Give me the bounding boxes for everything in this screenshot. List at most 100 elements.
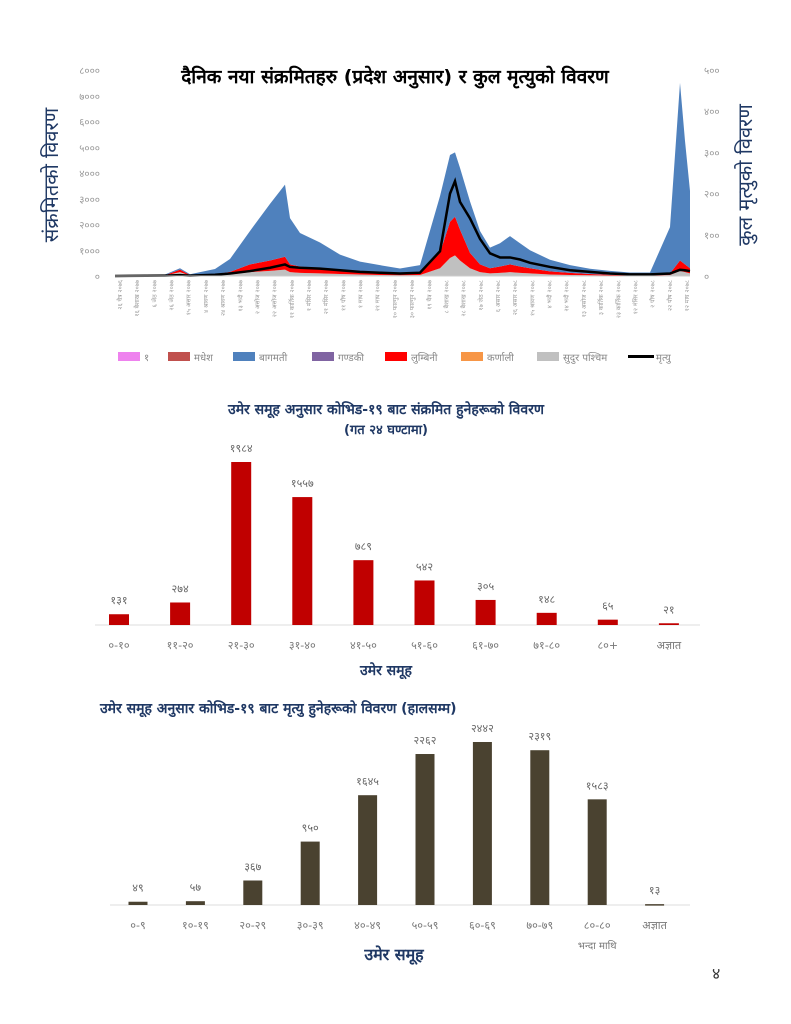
- data-label: २७४: [172, 582, 189, 595]
- area-series-लुम्बिनी: [115, 216, 690, 276]
- daily-cases-chart: दैनिक नया संक्रमितहरु (प्रदेश अनुसार) र …: [39, 65, 758, 364]
- x-tick-label: २१ मंसिर २०७७: [322, 280, 330, 314]
- y-tick-label: ६०००: [79, 118, 100, 129]
- data-label: ४९: [132, 882, 143, 895]
- legend-label: सुदुर पश्चिम: [563, 352, 608, 364]
- x-tick-label: ३ कार्तिक २०७८: [597, 280, 605, 315]
- y2-tick-label: ४००: [704, 107, 720, 118]
- bar-8: [597, 619, 618, 625]
- y-tick-label: ८०००: [79, 66, 100, 77]
- bar-2: [231, 462, 252, 625]
- x-tick-label: १६ बैशाख २०७७: [133, 280, 141, 317]
- x-tick-label: २६ जेठ २०७७: [168, 280, 176, 310]
- x-tick-label: १ माघ २०७७: [358, 280, 365, 308]
- y-tick-label: १०००: [79, 246, 100, 257]
- data-label: १६४५: [356, 775, 379, 788]
- x-tick-label: २ असोज २०७७: [253, 280, 261, 314]
- bar-3: [292, 497, 313, 625]
- y-tick-label: ३०००: [79, 195, 100, 206]
- x-tick-label: ६ जेठ २०७७: [150, 280, 158, 307]
- x-tick-label: ४१-५०: [350, 639, 377, 652]
- x-tick-label: ४ श्रावण २०७७: [203, 280, 210, 313]
- bar-8: [587, 799, 607, 905]
- x-tick-label: १९ चैत्र २०७७: [425, 280, 433, 310]
- x-tick-label: २८ बैशाख २०७८: [460, 280, 468, 317]
- bar-1: [170, 602, 191, 625]
- legend-swatch-icon: [537, 352, 559, 361]
- legend-label: लुम्बिनी: [411, 352, 438, 364]
- data-label: ५७: [190, 881, 202, 894]
- x-tick-label: २ पौष २०७८: [649, 280, 657, 308]
- bar-0: [109, 614, 129, 625]
- data-label: २२६२: [414, 734, 437, 747]
- x-tick-label: ११ पौष २०७७: [339, 280, 347, 311]
- y-tick-label: ७०००: [79, 92, 100, 103]
- bar-4: [353, 560, 374, 625]
- legend-label: १: [144, 353, 149, 364]
- area-series-बागमती: [115, 82, 690, 276]
- x-tick-label: ४०-४९: [354, 919, 381, 932]
- deaths-line: [114, 177, 691, 278]
- legend-line-icon: [628, 355, 654, 358]
- x-tick-label: २४ भदौ २०७८: [563, 280, 571, 312]
- x-tick-label: ८ बैशाख २०७८: [442, 280, 450, 313]
- legend-label: मधेश: [194, 352, 213, 364]
- x-tick-label: २६ असार २०७८: [512, 280, 519, 315]
- legend-swatch-icon: [233, 352, 255, 361]
- bar-3: [300, 841, 320, 905]
- x-tick-label: २३ कार्तिक २०७८: [614, 280, 622, 318]
- legend-swatch-icon: [168, 352, 190, 361]
- chart-subtitle: (गत २४ घण्टामा): [344, 423, 428, 438]
- bar-0: [128, 901, 148, 905]
- x-tick-label: २०-२९: [239, 919, 266, 932]
- area-series-सुदुर पश्चिम: [115, 255, 690, 276]
- x-tick-label: ६ असार २०७८: [495, 280, 502, 312]
- y2-tick-label: ३००: [704, 148, 720, 159]
- bar-9: [645, 904, 665, 906]
- bar-6: [475, 599, 496, 625]
- data-label: २१: [663, 603, 674, 616]
- x-tick-label: ७१-८०: [533, 639, 560, 652]
- data-label: १३: [649, 884, 660, 897]
- x-tick-label: ११ कार्तिक २०७७: [288, 280, 296, 318]
- bar-1: [185, 901, 205, 905]
- y2-tick-label: १००: [704, 231, 720, 242]
- x-tick-label: १२ मंसिर २०७८: [631, 280, 639, 314]
- x-tick-label: ३० फाल्गुन २०७७: [409, 280, 416, 318]
- data-label: १४८: [538, 593, 555, 606]
- bar-9: [658, 623, 679, 625]
- data-label: १५८३: [586, 779, 609, 792]
- x-tick-label: ८०-८०: [584, 919, 611, 932]
- data-label: ९५०: [302, 822, 319, 835]
- x-tick-label: १२ माघ २०७८: [684, 280, 691, 311]
- y-tick-label: २०००: [79, 221, 100, 232]
- y2-tick-label: ०: [704, 272, 709, 283]
- chart-title: उमेर समूह अनुसार कोभिड-१९ बाट मृत्यु हुन…: [99, 700, 457, 718]
- x-axis-title: उमेर समूह: [363, 945, 425, 965]
- data-label: ३०५: [477, 580, 494, 593]
- y2-axis-title: कुल मृत्युको विवरण: [733, 104, 758, 246]
- chart-title: उमेर समूह अनुसार कोभिड-१९ बाट संक्रमित ह…: [227, 401, 545, 419]
- bar-6: [472, 742, 492, 905]
- x-tick-label: १० फाल्गुन २०७७: [392, 280, 399, 318]
- x-tick-label: १५ असार २०७७: [186, 280, 193, 315]
- y-tick-label: ४०००: [79, 169, 100, 180]
- x-axis-title: उमेर समूह: [359, 662, 412, 680]
- bar-5: [415, 754, 435, 905]
- x-tick-label-line2: भन्दा माथि: [578, 940, 617, 952]
- y2-tick-label: २००: [704, 190, 720, 201]
- data-label: ७८९: [355, 540, 372, 553]
- x-tick-label: अज्ञात: [657, 639, 682, 652]
- x-tick-label: ४ भदौ २०७८: [546, 280, 554, 308]
- x-tick-label: २६ चैत्र २०७६: [116, 280, 124, 310]
- data-label: १९८४: [230, 442, 253, 455]
- x-tick-label: ३०-३९: [297, 919, 324, 932]
- data-label: १३१: [110, 594, 127, 607]
- x-tick-label: २४ श्रावण २०७७: [220, 280, 227, 316]
- bar-7: [530, 750, 550, 905]
- legend-label: मृत्यु: [656, 353, 672, 364]
- x-tick-label: ८०+: [597, 639, 618, 652]
- legend-swatch-icon: [385, 352, 407, 361]
- page-number: ४: [712, 964, 721, 983]
